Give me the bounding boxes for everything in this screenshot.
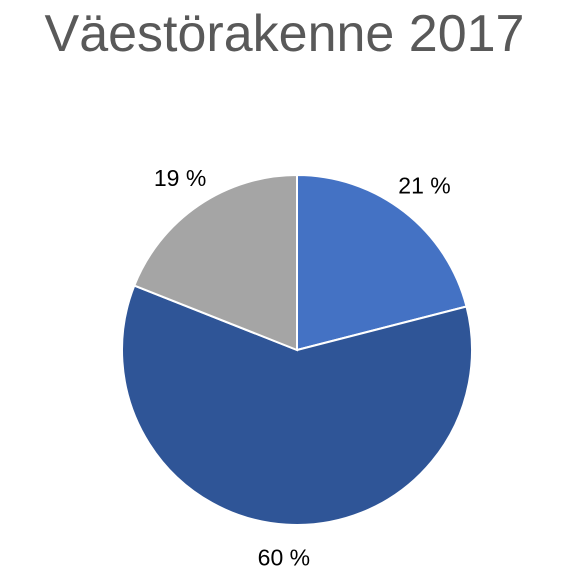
pie-labels: 21 % 60 % 19 % — [154, 165, 451, 571]
chart-title: Väestörakenne 2017 — [44, 5, 525, 63]
pie-slices — [120, 173, 473, 527]
pie-slice — [132, 173, 298, 352]
pie-slice — [296, 173, 468, 352]
pie-slice — [120, 284, 473, 527]
slice-data-label: 19 % — [154, 165, 206, 191]
slice-data-label: 21 % — [398, 173, 450, 199]
slice-data-label: 60 % — [258, 545, 310, 571]
